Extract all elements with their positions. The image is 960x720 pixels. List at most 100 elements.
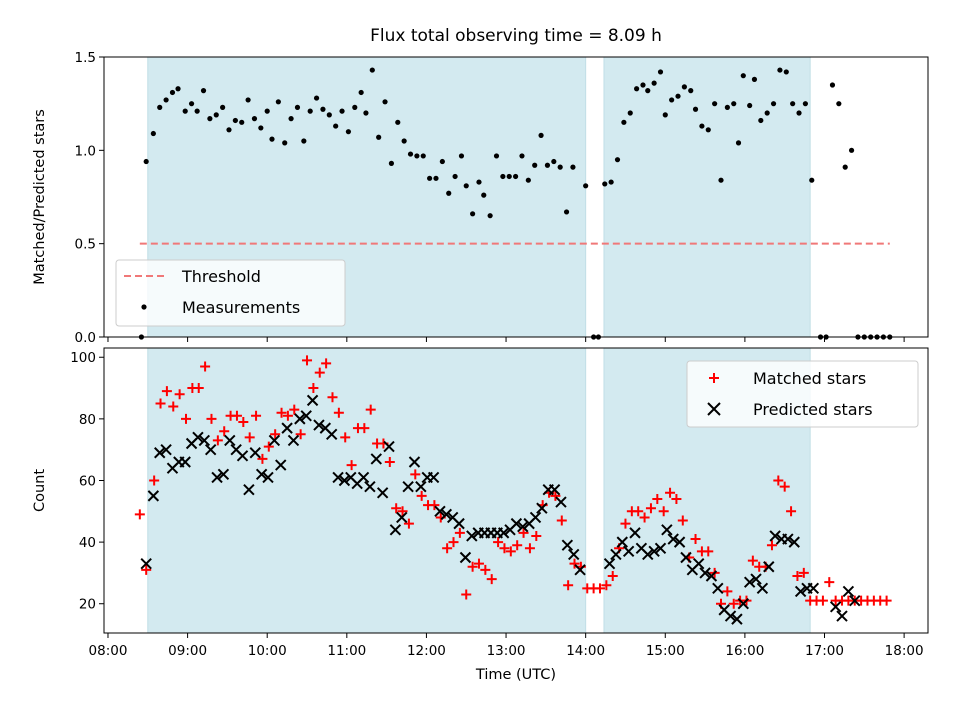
bottom-panel: 20 40 60 80 100 08:00 09:00 10:00 11:00 12:00 13:0… (32, 347, 929, 683)
predicted-star-point (396, 511, 408, 524)
matched-star-point (690, 534, 701, 545)
matched-star-point (766, 540, 777, 551)
measurement-point (634, 86, 640, 92)
predicted-star-point (383, 440, 395, 453)
matched-star-point (512, 540, 523, 551)
x-tick-label: 13:00 (487, 643, 526, 659)
measurement-point (758, 117, 764, 124)
predicted-star-point (211, 471, 223, 484)
predicted-star-point (376, 487, 389, 499)
matched-star-point (181, 413, 192, 424)
predicted-star-point (236, 450, 249, 462)
measurement-point (470, 211, 476, 217)
measurement-point (657, 69, 664, 75)
predicted-star-point (313, 419, 325, 431)
matched-star-point (391, 503, 402, 514)
y-tick-label: 100 (70, 350, 96, 366)
measurement-point (481, 192, 487, 198)
measurement-point (169, 89, 176, 96)
matched-star-point (384, 457, 395, 467)
predicted-star-point (788, 536, 800, 548)
matched-star-point (499, 543, 510, 554)
measurement-point (692, 106, 699, 112)
measurement-point (143, 158, 149, 165)
matched-star-point (403, 518, 414, 529)
x-tick-label: 09:00 (168, 643, 207, 659)
predicted-star-point (574, 564, 586, 576)
predicted-star-point (154, 447, 166, 459)
measurement-point (688, 88, 694, 94)
matched-star-point (193, 383, 204, 394)
predicted-star-point (306, 394, 319, 407)
matched-star-point (302, 355, 313, 366)
measurement-point (326, 112, 332, 118)
measurement-point (200, 88, 207, 94)
y-tick-label: 1.5 (75, 50, 96, 66)
predicted-star-point (667, 533, 679, 545)
predicted-star-point (510, 517, 523, 530)
predicted-star-point (268, 434, 281, 447)
matched-star-point (340, 432, 351, 443)
measurement-point (525, 177, 531, 183)
measurement-point (608, 179, 614, 185)
measurement-point (363, 110, 369, 116)
x-tick-label: 12:00 (407, 643, 446, 659)
x-tick-label: 08:00 (89, 643, 128, 659)
series-x (140, 394, 861, 625)
measurement-point (433, 175, 439, 181)
y-tick-label: 80 (79, 412, 96, 428)
measurement-point (401, 138, 407, 144)
measurement-point (790, 101, 796, 107)
matched-star-point (282, 410, 293, 421)
matched-star-point (531, 530, 542, 541)
predicted-star-point (622, 545, 635, 558)
predicted-star-point (275, 459, 287, 471)
matched-star-point (327, 392, 338, 403)
predicted-star-point (338, 474, 351, 487)
measurement-point (705, 127, 711, 133)
matched-star-point (518, 527, 529, 538)
matched-star-point (550, 490, 561, 501)
predicted-star-point (842, 585, 855, 598)
measurement-point (570, 164, 576, 170)
predicted-star-point (192, 431, 204, 444)
predicted-star-point (743, 576, 756, 588)
matched-star-point (722, 586, 733, 597)
measurement-point (288, 116, 294, 122)
matched-star-point (295, 429, 306, 440)
matched-star-point (798, 567, 809, 578)
measurement-point (747, 102, 753, 109)
predicted-star-point (287, 434, 300, 447)
measurement-point (640, 82, 646, 88)
measurement-point (645, 88, 651, 94)
measurement-point (420, 153, 426, 159)
predicted-star-point (648, 545, 660, 558)
legend-box (686, 360, 919, 428)
matched-star-point (645, 503, 656, 514)
matched-star-point (817, 595, 828, 606)
measurement-point (452, 173, 458, 180)
predicted-star-point (517, 520, 529, 533)
matched-star-point (289, 404, 300, 415)
measurement-point (809, 177, 815, 183)
matched-star-point (569, 558, 580, 569)
matched-star-point (703, 546, 714, 557)
matched-star-point (238, 416, 249, 427)
measurement-point (783, 69, 789, 75)
measurement-point (333, 123, 339, 129)
matched-star-point (155, 398, 166, 409)
x-axis-label: Time (UTC) (475, 667, 556, 683)
measurement-point (718, 177, 724, 183)
legend: Matched stars Predicted stars (686, 360, 919, 428)
measurement-point (724, 104, 730, 110)
matched-star-point (174, 389, 185, 400)
measurement-point (182, 108, 188, 114)
matched-star-point (333, 407, 344, 418)
matched-star-point (206, 413, 217, 424)
matched-star-point (467, 561, 478, 572)
measurement-point (551, 158, 557, 165)
top-panel: 0.0 0.5 1.0 1.5 Matched/Predicted stars Flux … (32, 26, 929, 346)
matched-star-point (200, 361, 211, 372)
matched-star-point (141, 564, 152, 575)
measurement-point (602, 181, 608, 187)
